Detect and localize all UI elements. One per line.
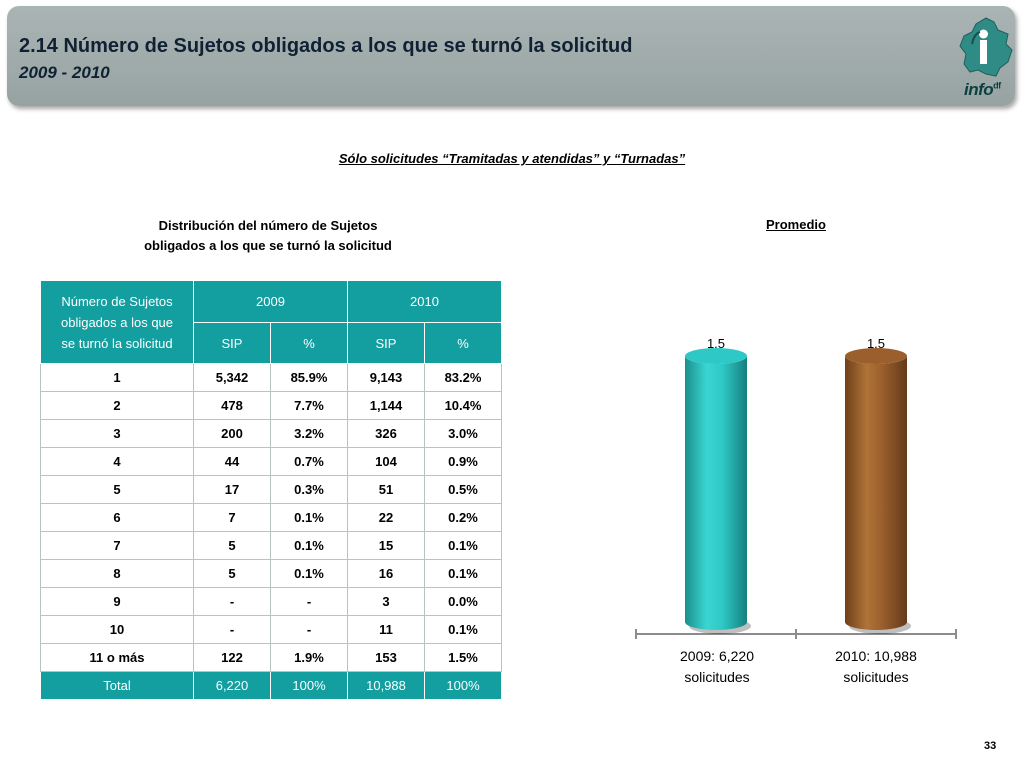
table-heading: Distribución del número de Sujetos oblig…: [118, 216, 418, 256]
table-row: 9- -3 0.0%: [40, 587, 502, 616]
page-title: 2.14 Número de Sujetos obligados a los q…: [19, 35, 633, 57]
page-subtitle: 2009 - 2010: [19, 63, 110, 82]
table-header-sip-2009: SIP: [193, 322, 271, 364]
data-label-0: 1.5: [707, 336, 725, 351]
page-number: 33: [984, 740, 997, 752]
filter-note: Sólo solicitudes “Tramitadas y atendidas…: [338, 151, 686, 166]
table-header-pct-2009: %: [270, 322, 348, 364]
bar-shadow: [689, 618, 751, 634]
table-header-sip-2010: SIP: [347, 322, 425, 364]
table-header-label: Número de Sujetos obligados a los que se…: [40, 280, 194, 364]
table-heading-line2: obligados a los que se turnó la solicitu…: [144, 238, 392, 253]
table-header-2009: 2009: [193, 280, 348, 323]
bar-cap-1: [845, 348, 907, 364]
x-tick-label: 2009: 6,220 solicitudes: [680, 648, 754, 685]
map-icon: [959, 17, 1013, 77]
table-row: 8 5 0.1% 16 0.1%: [40, 559, 502, 588]
bar-1: [845, 356, 907, 630]
header-banner: 2.14 Número de Sujetos obligados a los q…: [7, 6, 1015, 106]
table-row: 3 200 3.2% 326 3.0%: [40, 419, 502, 448]
table-header-2010: 2010: [347, 280, 502, 323]
table-row: 2 478 7.7% 1,144 10.4%: [40, 391, 502, 420]
x-tick-label: 2010: 10,988 solicitudes: [835, 648, 917, 685]
table-row: 5 17 0.3% 51 0.5%: [40, 475, 502, 504]
table-row: 1 5,342 85.9% 9,143 83.2%: [40, 363, 502, 392]
table-row: 7 5 0.1% 15 0.1%: [40, 531, 502, 560]
table-row: 6 7 0.1% 22 0.2%: [40, 503, 502, 532]
table-heading-line1: Distribución del número de Sujetos: [158, 218, 378, 233]
data-label-1: 1.5: [867, 336, 885, 351]
table-total-row: Total 6,220 100% 10,988 100%: [40, 671, 502, 700]
info-df-logo: infodf: [950, 14, 1020, 110]
bar-0: [685, 356, 747, 630]
table-row: 10- -11 0.1%: [40, 615, 502, 644]
table-row: 4 44 0.7% 104 0.9%: [40, 447, 502, 476]
bar-shadow: [849, 618, 911, 634]
table-row: 11 o más 122 1.9% 153 1.5%: [40, 643, 502, 672]
distribution-table: Número de Sujetos obligados a los que se…: [40, 280, 502, 700]
logo-text: infodf: [964, 80, 1001, 99]
table-header-pct-2010: %: [424, 322, 502, 364]
chart-heading: Promedio: [766, 217, 826, 232]
bar-cap-0: [685, 348, 747, 364]
